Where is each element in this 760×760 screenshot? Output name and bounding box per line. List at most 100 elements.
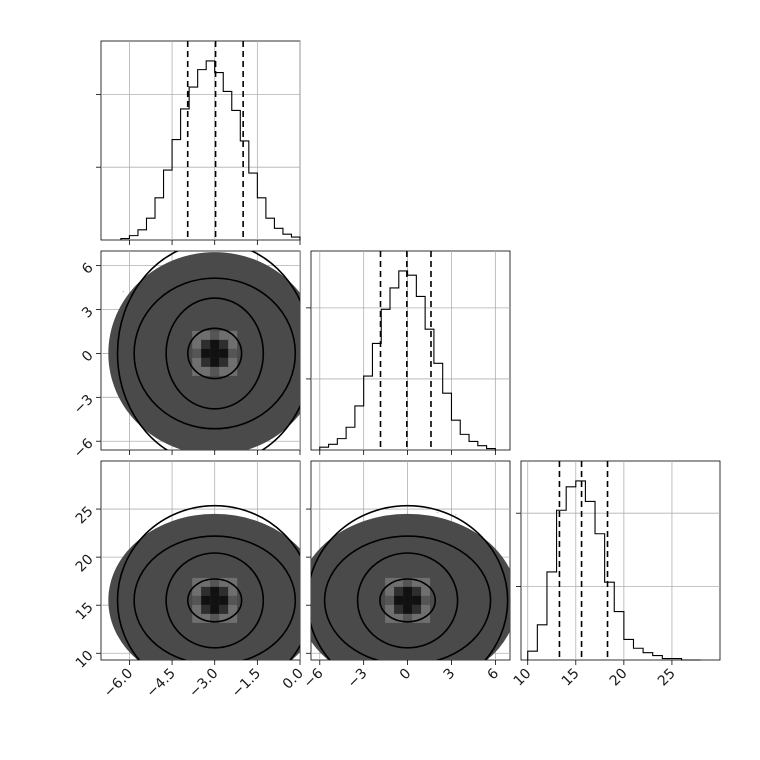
density-cell	[210, 357, 220, 367]
sample-point	[418, 674, 420, 676]
density-cell	[412, 577, 422, 587]
y-tick-label: −6	[71, 436, 97, 462]
density-cell	[403, 595, 413, 605]
sample-point	[305, 365, 307, 367]
density-cell	[192, 577, 202, 587]
x-tick-label: −4.5	[144, 666, 179, 701]
contour-line	[323, 535, 492, 660]
histogram-panel-1	[306, 250, 511, 451]
density-cell	[210, 613, 220, 623]
density-cell	[192, 586, 202, 596]
contour-line	[116, 504, 300, 660]
density-cell	[201, 330, 211, 340]
density-cell	[219, 613, 229, 623]
x-tick-label: −3	[345, 666, 371, 692]
density-cell	[201, 613, 211, 623]
sample-point	[301, 563, 303, 565]
density-cell	[210, 604, 220, 614]
contour-line	[133, 277, 297, 430]
density-cell	[192, 595, 202, 605]
density-cell	[219, 366, 229, 376]
density-cell	[219, 330, 229, 340]
density-cell	[394, 586, 404, 596]
sample-point	[261, 453, 263, 455]
sample-point	[441, 662, 443, 664]
density-cell	[228, 348, 238, 358]
sample-point	[231, 666, 233, 668]
axes-frame	[100, 40, 301, 241]
density-cell	[210, 366, 220, 376]
density-cell	[385, 604, 395, 614]
density-cell	[228, 577, 238, 587]
density-cell	[219, 604, 229, 614]
sample-point	[406, 660, 408, 662]
density-cell	[412, 604, 422, 614]
sample-point	[398, 666, 400, 668]
density-cell	[192, 613, 202, 623]
x-tick-label: 15	[559, 666, 583, 690]
density-cell	[201, 366, 211, 376]
sample-point	[436, 511, 439, 514]
density-cell	[394, 604, 404, 614]
density-panel-2-0	[100, 460, 301, 670]
density-cell	[192, 339, 202, 349]
density-cell	[421, 586, 431, 596]
density-cell	[219, 339, 229, 349]
density-cell	[421, 577, 431, 587]
sample-point	[460, 670, 462, 672]
y-tick-label: −3	[71, 392, 97, 418]
density-cell	[192, 357, 202, 367]
density-cell	[421, 595, 431, 605]
density-cell	[201, 577, 211, 587]
sample-point	[182, 668, 184, 670]
density-cell	[228, 357, 238, 367]
contour-line	[116, 251, 300, 450]
density-cell	[228, 595, 238, 605]
density-cell	[201, 595, 211, 605]
density-cell	[403, 613, 413, 623]
density-cell	[210, 595, 220, 605]
y-tick-label: 6	[79, 260, 97, 278]
sample-point	[389, 660, 391, 662]
sample-point	[390, 667, 392, 669]
contour-line	[311, 504, 509, 660]
density-cell	[210, 339, 220, 349]
density-cell	[412, 595, 422, 605]
histogram-panel-2	[516, 460, 721, 661]
density-cell	[201, 348, 211, 358]
density-cell	[210, 586, 220, 596]
y-tick-label: 20	[73, 551, 97, 575]
density-cell	[394, 595, 404, 605]
sample-point	[428, 661, 430, 663]
contour-line	[165, 552, 265, 649]
density-cell	[385, 595, 395, 605]
contour-line	[133, 535, 297, 660]
sample-point	[309, 576, 311, 578]
sample-point	[222, 664, 224, 666]
x-tick-label: 20	[607, 666, 631, 690]
density-cell	[385, 613, 395, 623]
sample-point	[381, 675, 383, 677]
density-cell	[412, 613, 422, 623]
density-cell	[219, 586, 229, 596]
density-cell	[228, 586, 238, 596]
density-cell	[210, 330, 220, 340]
x-tick-label: 25	[655, 666, 679, 690]
y-tick-label: 10	[73, 648, 97, 672]
density-cell	[201, 586, 211, 596]
density-cell	[403, 604, 413, 614]
histogram-panel-0	[96, 40, 301, 241]
density-cell	[385, 577, 395, 587]
x-tick-label: −6	[301, 665, 327, 691]
density-cell	[228, 339, 238, 349]
density-panel-1-0	[100, 250, 307, 455]
sample-point	[389, 669, 391, 671]
density-cell	[385, 586, 395, 596]
axes-frame	[520, 460, 721, 661]
density-cell	[201, 604, 211, 614]
axes-frame	[310, 250, 511, 451]
density-cell	[228, 613, 238, 623]
y-tick-label: 25	[73, 503, 97, 527]
x-tick-label: −3.0	[186, 666, 221, 701]
